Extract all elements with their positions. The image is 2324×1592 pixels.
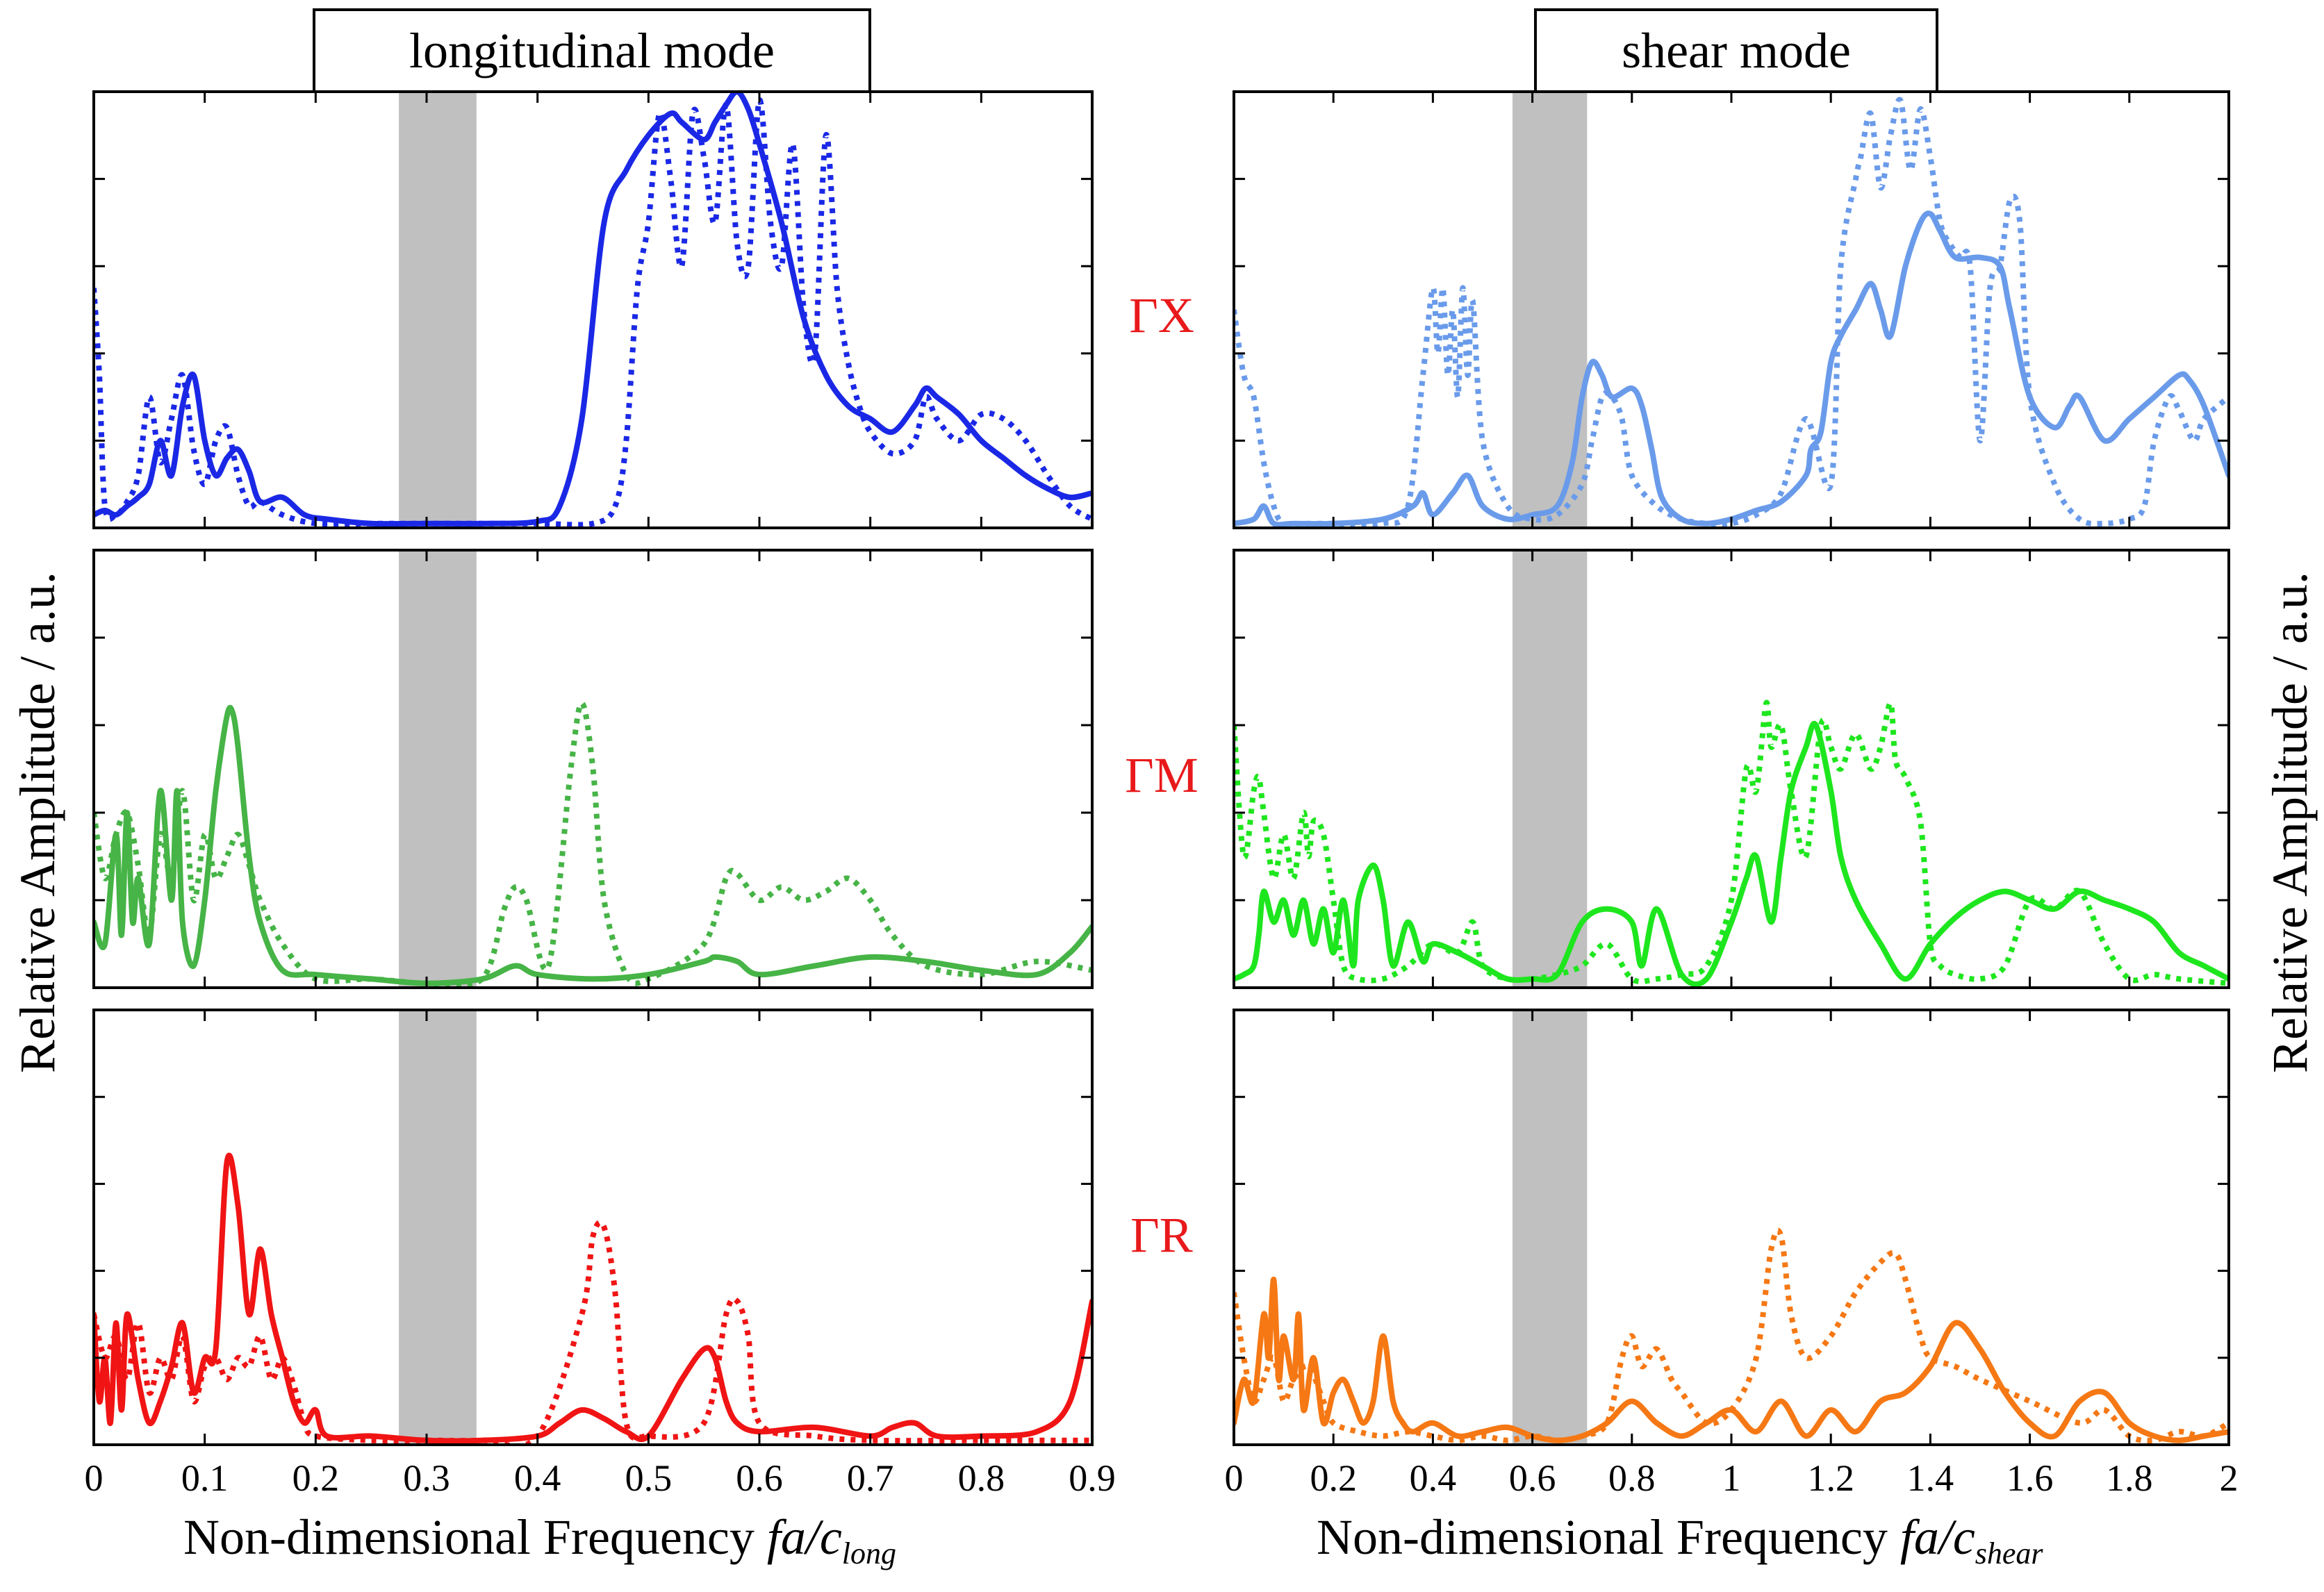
series-group-shear-gm <box>1234 699 2229 987</box>
xtick-label-long-7: 0.7 <box>847 1457 894 1499</box>
xtick-label-long-9: 0.9 <box>1069 1457 1116 1499</box>
series-shear-gr-solid <box>1234 1277 2229 1443</box>
frame-long-gm <box>92 549 1094 989</box>
direction-label-gr: ΓR <box>1130 1207 1193 1263</box>
frame-long-gx <box>92 90 1094 529</box>
series-group-long-gx <box>94 92 1092 528</box>
series-shear-gx-dotted <box>1234 97 2229 528</box>
frame-long-gr <box>92 1009 1094 1446</box>
xtick-label-shear-5: 1 <box>1722 1457 1741 1499</box>
shear-mode-label: shear mode <box>1622 23 1851 78</box>
xtick-label-long-6: 0.6 <box>736 1457 783 1499</box>
x-axis-label-long-italic: fa/c <box>767 1509 842 1565</box>
gap-band-long-gm <box>399 550 477 988</box>
xtick-label-shear-0: 0 <box>1225 1457 1244 1499</box>
series-long-gm-solid <box>94 704 1092 986</box>
xtick-label-long-0: 0 <box>85 1457 104 1499</box>
x-axis-label-shear-sub: shear <box>1975 1536 2044 1570</box>
series-shear-gm-solid <box>1234 720 2229 987</box>
series-group-shear-gr <box>1234 1227 2229 1444</box>
x-axis-label-long-sub: long <box>842 1536 896 1570</box>
panel-long-gr: 0 0.1 0.2 0.3 0.4 0.5 0.6 0.7 0.8 0.9 <box>85 1009 1116 1499</box>
direction-label-gm: ΓM <box>1125 747 1198 803</box>
xtick-label-long-8: 0.8 <box>958 1457 1005 1499</box>
xtick-label-shear-9: 1.8 <box>2106 1457 2153 1499</box>
panel-shear-gm <box>1233 549 2230 989</box>
x-axis-label-shear-italic: fa/c <box>1900 1509 1975 1565</box>
panels-group: 0 0.1 0.2 0.3 0.4 0.5 0.6 0.7 0.8 0.9 0 0.2 0.4 0.6 0.… <box>85 90 2239 1499</box>
frame-shear-gr <box>1233 1009 2230 1446</box>
xtick-label-shear-4: 0.8 <box>1608 1457 1656 1499</box>
xtick-label-shear-2: 0.4 <box>1410 1457 1457 1499</box>
gap-band-shear-gr <box>1512 1010 1588 1445</box>
series-group-long-gm <box>94 700 1092 988</box>
series-long-gx-dotted <box>94 97 1092 528</box>
xtick-label-long-2: 0.2 <box>292 1457 340 1499</box>
gap-band-shear-gx <box>1512 92 1588 528</box>
series-long-gm-dotted <box>94 700 1092 988</box>
series-long-gx-solid <box>94 92 1092 527</box>
long-mode-header: longitudinal mode <box>313 8 871 93</box>
panel-long-gm <box>92 549 1094 989</box>
gap-band-long-gx <box>399 92 477 528</box>
frame-shear-gx <box>1233 90 2230 529</box>
xtick-label-shear-10: 2 <box>2220 1457 2239 1499</box>
x-axis-label-shear: Non-dimensional Frequency fa/cshear <box>1317 1509 2043 1570</box>
series-group-shear-gx <box>1234 97 2229 528</box>
y-axis-label-left: Relative Amplitude / a.u. <box>10 572 65 1073</box>
x-axis-label-long-main: Non-dimensional Frequency <box>183 1509 767 1565</box>
direction-label-gx: ΓX <box>1129 288 1194 343</box>
xtick-label-shear-6: 1.2 <box>1807 1457 1854 1499</box>
gap-band-long-gr <box>399 1010 477 1445</box>
xtick-label-long-1: 0.1 <box>181 1457 229 1499</box>
gap-band-shear-gm <box>1512 550 1588 988</box>
long-mode-label: longitudinal mode <box>409 23 775 78</box>
long-mode-box <box>313 8 871 93</box>
shear-mode-box <box>1534 8 1938 93</box>
series-shear-gm-dotted <box>1234 699 2229 986</box>
xtick-label-shear-8: 1.6 <box>2006 1457 2054 1499</box>
panel-long-gx <box>92 90 1094 529</box>
y-axis-label-right: Relative Amplitude / a.u. <box>2262 572 2318 1073</box>
xtick-label-shear-3: 0.6 <box>1509 1457 1556 1499</box>
panel-shear-gr: 0 0.2 0.4 0.6 0.8 1 1.2 1.4 1.6 1.8 2 <box>1225 1009 2239 1499</box>
series-group-long-gr <box>94 1152 1092 1445</box>
series-long-gr-solid <box>94 1152 1092 1444</box>
xtick-label-shear-1: 0.2 <box>1310 1457 1357 1499</box>
series-long-gr-dotted <box>94 1219 1092 1445</box>
x-axis-label-long: Non-dimensional Frequency fa/clong <box>183 1509 896 1570</box>
series-shear-gr-dotted <box>1234 1227 2229 1444</box>
series-shear-gx-solid <box>1234 210 2229 528</box>
panel-shear-gx <box>1233 90 2230 529</box>
shear-mode-header: shear mode <box>1534 8 1938 93</box>
x-axis-label-shear-main: Non-dimensional Frequency <box>1317 1509 1900 1565</box>
xtick-label-long-3: 0.3 <box>403 1457 450 1499</box>
xtick-label-long-5: 0.5 <box>625 1457 673 1499</box>
xtick-label-shear-7: 1.4 <box>1907 1457 1954 1499</box>
xtick-label-long-4: 0.4 <box>514 1457 561 1499</box>
